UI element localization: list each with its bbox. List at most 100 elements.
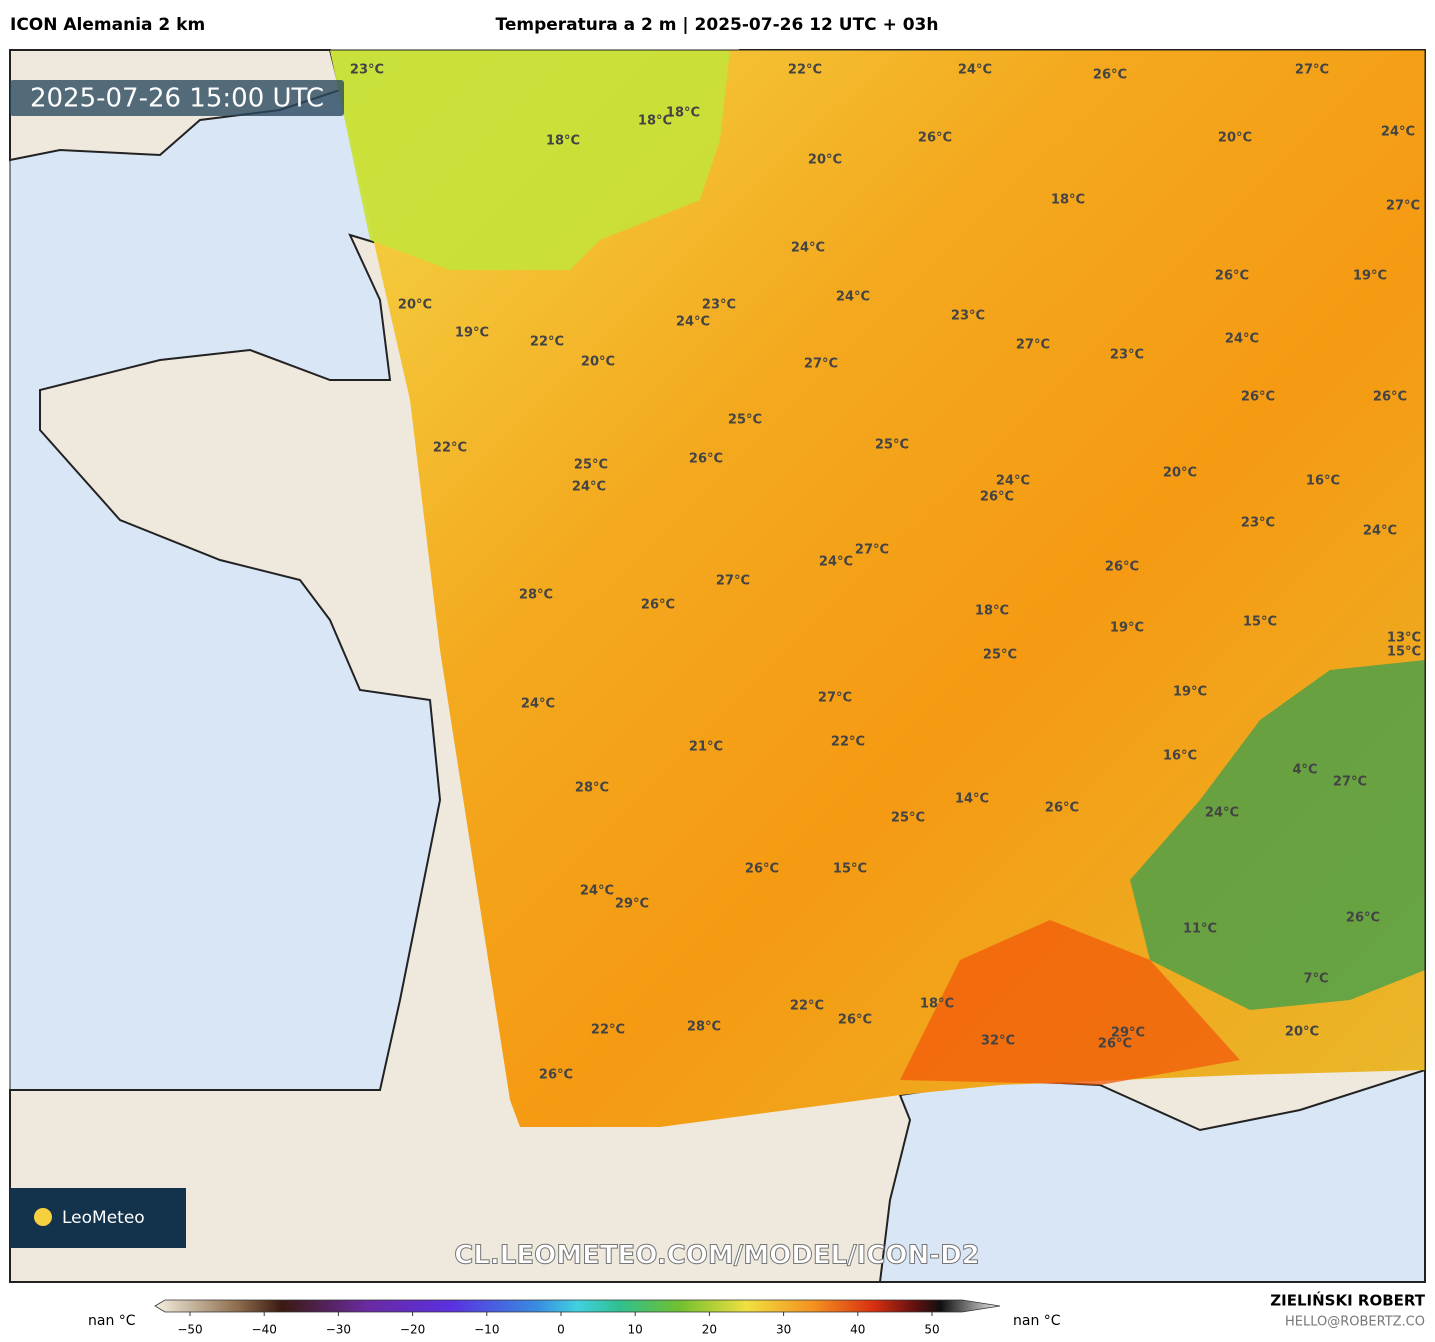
temp-label: 18°C bbox=[666, 106, 700, 121]
temp-label: 26°C bbox=[1215, 269, 1249, 284]
temp-label: 29°C bbox=[615, 897, 649, 912]
temp-label: 28°C bbox=[575, 781, 609, 796]
colorbar-tick-label: −10 bbox=[474, 1323, 499, 1337]
map: 23°C 22°C 24°C 26°C 27°C24°C18°C18°C18°C26°C… bbox=[9, 49, 1426, 1283]
temp-label: 24°C bbox=[676, 315, 710, 330]
temp-label: 22°C bbox=[790, 999, 824, 1014]
temp-label: 20°C bbox=[581, 355, 615, 370]
temp-label: 19°C bbox=[1353, 269, 1387, 284]
temp-label: 27°C bbox=[818, 691, 852, 706]
temp-label: 22°C bbox=[788, 63, 822, 78]
temp-label: 22°C bbox=[530, 335, 564, 350]
temp-label: 13°C bbox=[1387, 631, 1421, 646]
temp-label: 25°C bbox=[983, 648, 1017, 663]
temp-label: 27°C bbox=[1016, 338, 1050, 353]
colorbar-right: nan °C bbox=[1013, 1313, 1061, 1329]
colorbar-bar bbox=[154, 1299, 1001, 1313]
timestamp-box bbox=[10, 80, 344, 116]
temp-label: 19°C bbox=[1173, 685, 1207, 700]
temp-label: 19°C bbox=[455, 326, 489, 341]
temp-label: 22°C bbox=[831, 735, 865, 750]
temp-label: 24°C bbox=[791, 241, 825, 256]
alps bbox=[1130, 660, 1425, 1010]
temp-label: 24°C bbox=[1363, 524, 1397, 539]
temp-label: 23°C bbox=[702, 298, 736, 313]
temp-label: 26°C bbox=[838, 1013, 872, 1028]
colorbar-tick-label: 0 bbox=[557, 1323, 565, 1337]
logo: LeoMeteo bbox=[62, 1208, 145, 1228]
temp-label: 25°C bbox=[875, 438, 909, 453]
temp-label: 19°C bbox=[1110, 621, 1144, 636]
temp-label: 24°C bbox=[580, 884, 614, 899]
temp-label: 28°C bbox=[519, 588, 553, 603]
temp-label: 26°C bbox=[745, 862, 779, 877]
model-name: ICON Alemania 2 km bbox=[10, 15, 205, 35]
colorbar-tick-label: −30 bbox=[326, 1323, 351, 1337]
temp-label: 24°C bbox=[1225, 332, 1259, 347]
temp-label: 20°C bbox=[808, 153, 842, 168]
temp-label: 21°C bbox=[689, 740, 723, 755]
temp-label: 18°C bbox=[638, 114, 672, 129]
temp-label: 28°C bbox=[687, 1020, 721, 1035]
map-labels: 23°C 22°C 24°C 26°C 27°C24°C18°C18°C18°C26°C… bbox=[350, 63, 1421, 1083]
temp-label: 27°C bbox=[855, 543, 889, 558]
temp-label: 29°C bbox=[1111, 1026, 1145, 1041]
temp-label: 24°C bbox=[1381, 125, 1415, 140]
temp-label: 18°C bbox=[1051, 193, 1085, 208]
temp-label: 18°C bbox=[920, 997, 954, 1012]
temp-label: 23°C bbox=[1241, 516, 1275, 531]
temp-label: 27°C bbox=[1333, 775, 1367, 790]
temp-label: 26°C bbox=[1093, 68, 1127, 83]
temp-label: 25°C bbox=[728, 413, 762, 428]
colorbar-tick-label: −20 bbox=[400, 1323, 425, 1337]
temp-label: 16°C bbox=[1163, 749, 1197, 764]
temp-label: 26°C bbox=[1045, 801, 1079, 816]
temp-label: 15°C bbox=[1387, 645, 1421, 660]
temp-label: 26°C bbox=[641, 598, 675, 613]
temp-label: 24°C bbox=[521, 697, 555, 712]
temp-label: 27°C bbox=[716, 574, 750, 589]
credit-email: HELLO@ROBERTZ.CO bbox=[1285, 1315, 1425, 1330]
temp-label: 27°C bbox=[804, 357, 838, 372]
colorbar-tick-label: −50 bbox=[177, 1323, 202, 1337]
temp-label: 20°C bbox=[1218, 131, 1252, 146]
title: Temperatura a 2 m | 2025-07-26 12 UTC + … bbox=[496, 15, 939, 35]
temp-label: 4°C bbox=[1292, 763, 1317, 778]
temp-label: 22°C bbox=[433, 441, 467, 456]
temp-label: 26°C bbox=[1105, 560, 1139, 575]
temp-label: 26°C bbox=[1241, 390, 1275, 405]
colorbar-tick-label: 30 bbox=[776, 1323, 791, 1337]
colorbar-tick-label: −40 bbox=[252, 1323, 277, 1337]
temp-label: 18°C bbox=[975, 604, 1009, 619]
temp-label: 25°C bbox=[574, 458, 608, 473]
temp-label: 25°C bbox=[891, 811, 925, 826]
timestamp: 2025-07-26 15:00 UTC bbox=[30, 84, 324, 114]
colorbar: nan °C nan °C −50 −40 −30 −20 −10 0 10 20 30 40 50 bbox=[88, 1299, 1061, 1337]
temp-label: 32°C bbox=[981, 1034, 1015, 1049]
temp-label: 15°C bbox=[833, 862, 867, 877]
temp-label: 26°C bbox=[980, 490, 1014, 505]
temp-label: 26°C bbox=[918, 131, 952, 146]
temp-label: 22°C bbox=[591, 1023, 625, 1038]
temp-label: 23°C bbox=[350, 63, 384, 78]
temp-label: 24°C bbox=[996, 474, 1030, 489]
temp-label: 14°C bbox=[955, 792, 989, 807]
temp-label: 24°C bbox=[819, 555, 853, 570]
cool-area bbox=[330, 50, 730, 270]
temp-label: 15°C bbox=[1243, 615, 1277, 630]
temp-label: 26°C bbox=[1098, 1037, 1132, 1052]
temp-label: 27°C bbox=[1295, 63, 1329, 78]
colorbar-tick-label: 10 bbox=[628, 1323, 643, 1337]
map-frame bbox=[9, 49, 1426, 1283]
temp-label: 20°C bbox=[1285, 1025, 1319, 1040]
hot-area bbox=[900, 920, 1240, 1085]
credit-name: ZIELIŃSKI ROBERT bbox=[1270, 1291, 1425, 1310]
temp-label: 23°C bbox=[951, 309, 985, 324]
temp-label: 26°C bbox=[1346, 911, 1380, 926]
temp-label: 26°C bbox=[689, 452, 723, 467]
temp-label: 27°C bbox=[1386, 199, 1420, 214]
logo-sun bbox=[34, 1208, 52, 1226]
temp-label: 23°C bbox=[1110, 348, 1144, 363]
temp-label: 24°C bbox=[1205, 806, 1239, 821]
